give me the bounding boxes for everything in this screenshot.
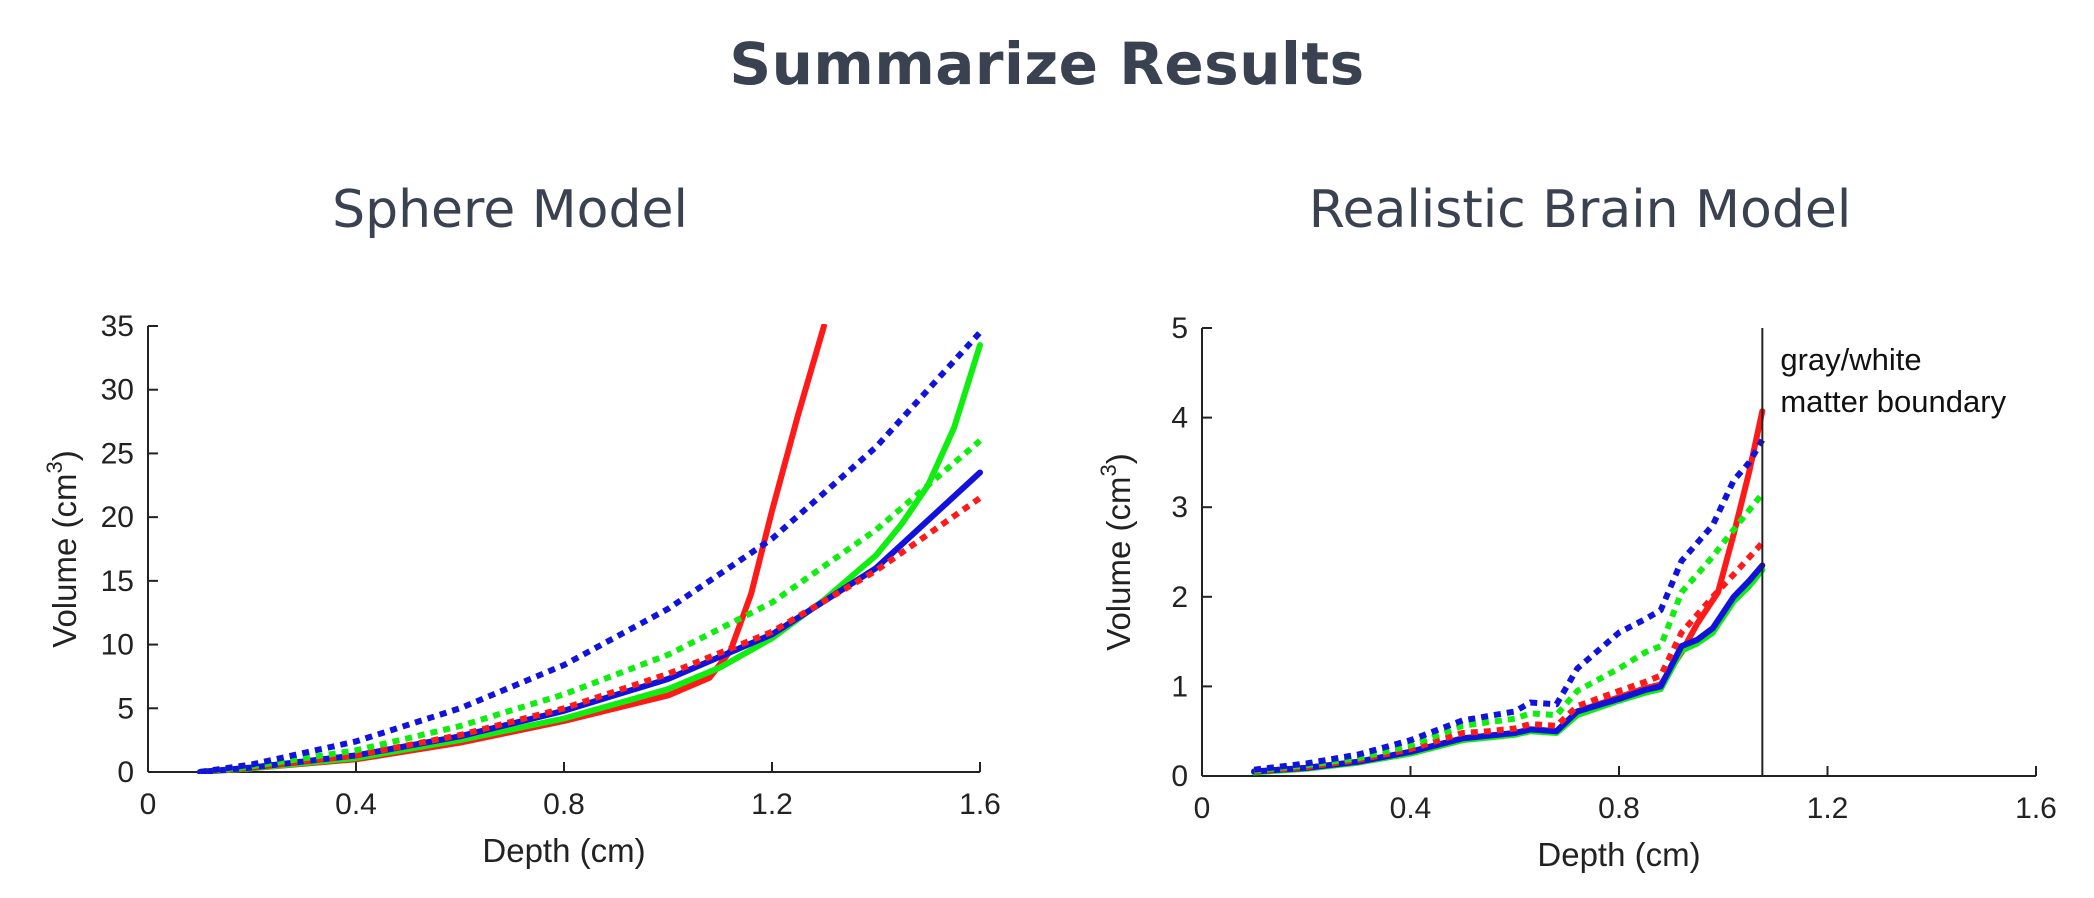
y-axis-label-end: ) <box>46 450 83 461</box>
series-line-1 <box>197 342 983 774</box>
x-tick-label: 1.6 <box>959 788 1001 821</box>
page-title: Summarize Results <box>729 30 1365 98</box>
y-axis-label: Volume (cm3) <box>1096 453 1137 650</box>
y-tick-label: 0 <box>1171 760 1188 793</box>
y-tick-label: 3 <box>1171 491 1188 524</box>
y-tick-label: 35 <box>101 310 134 343</box>
y-tick-label: 1 <box>1171 670 1188 703</box>
series-line-4 <box>199 438 982 774</box>
y-axis-label-sup: 3 <box>1096 464 1121 476</box>
chart-title-brain: Realistic Brain Model <box>1308 180 1852 240</box>
y-tick-label: 5 <box>117 692 134 725</box>
y-axis-label-end: ) <box>1100 453 1137 464</box>
x-axis-label: Depth (cm) <box>482 832 645 869</box>
y-tick-label: 25 <box>101 437 134 470</box>
x-tick-label: 1.6 <box>2015 792 2057 825</box>
x-tick-label: 0.8 <box>1598 792 1640 825</box>
x-tick-label: 0 <box>140 788 157 821</box>
series-line-3 <box>199 495 982 774</box>
x-tick-label: 0 <box>1194 792 1211 825</box>
chart-title-sphere: Sphere Model <box>332 180 688 240</box>
x-tick-label: 0.4 <box>1390 792 1432 825</box>
x-axis-label: Depth (cm) <box>1537 836 1700 873</box>
x-tick-label: 0.4 <box>335 788 377 821</box>
x-tick-label: 0.8 <box>543 788 585 821</box>
x-tick-label: 1.2 <box>751 788 793 821</box>
series-line-2 <box>1251 562 1766 775</box>
y-tick-label: 20 <box>101 501 134 534</box>
y-axis-label-text: Volume (cm <box>1100 477 1137 651</box>
chart-sphere: 0 0.4 0.8 1.2 1.6 0 5 10 15 20 25 30 35 Depth (cm) Vol… <box>42 310 1001 869</box>
y-tick-label: 30 <box>101 374 134 407</box>
series-line-3 <box>1253 540 1765 775</box>
y-axis-label: Volume (cm3) <box>42 450 83 647</box>
y-axis-label-sup: 3 <box>42 461 67 473</box>
y-tick-label: 5 <box>1171 312 1188 345</box>
series-line-0 <box>197 324 827 774</box>
y-axis-label-text: Volume (cm <box>46 474 83 648</box>
boundary-annotation: gray/white <box>1780 342 1921 377</box>
y-tick-label: 0 <box>117 756 134 789</box>
y-tick-label: 15 <box>101 565 134 598</box>
series-line-5 <box>199 330 983 774</box>
series-line-5 <box>1253 438 1765 773</box>
y-tick-label: 2 <box>1171 581 1188 614</box>
series-line-1 <box>1251 566 1766 776</box>
x-tick-label: 1.2 <box>1807 792 1849 825</box>
boundary-annotation: matter boundary <box>1780 384 2006 419</box>
y-tick-label: 10 <box>101 629 134 662</box>
series-line-2 <box>197 469 983 774</box>
series-line-4 <box>1253 491 1765 774</box>
y-tick-label: 4 <box>1171 402 1188 435</box>
